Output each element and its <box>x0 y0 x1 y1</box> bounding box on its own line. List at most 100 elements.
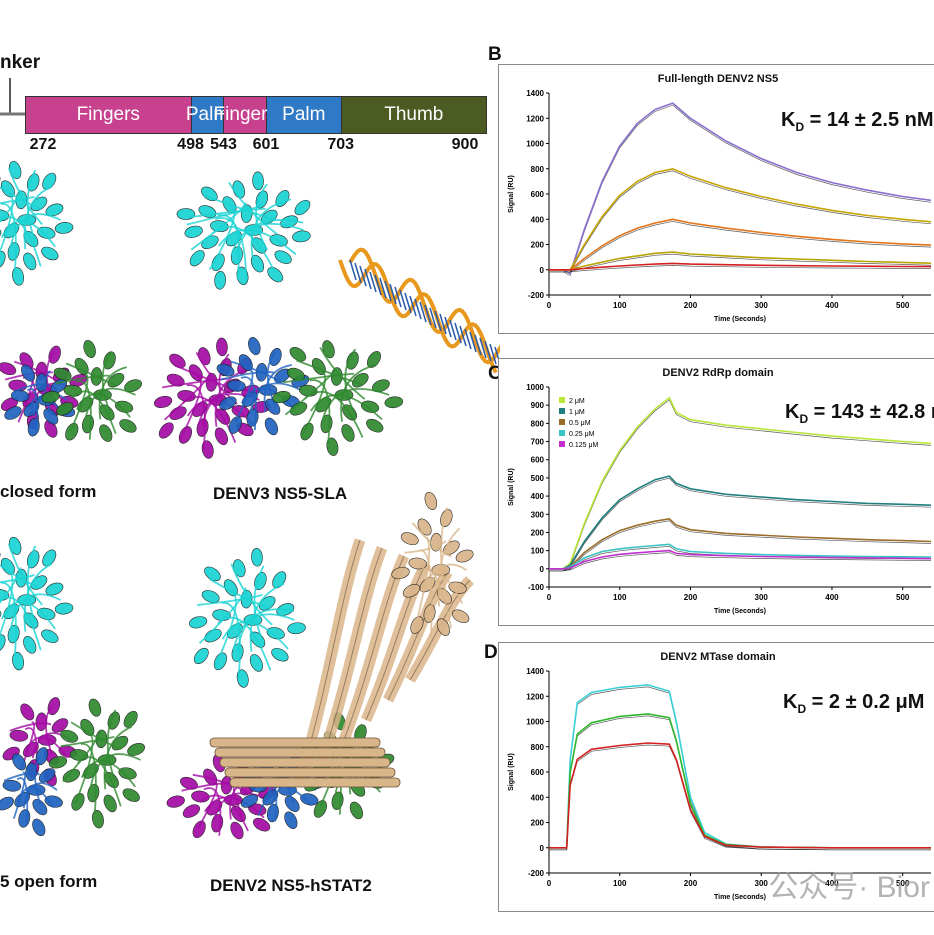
x-tick-label: 400 <box>825 879 839 888</box>
mtase-domain <box>0 536 74 671</box>
kd-label-d: KD = 2 ± 0.2 μM <box>783 691 925 716</box>
sla-rna <box>338 247 500 374</box>
loop-strand <box>98 366 128 420</box>
helix-coil <box>20 703 35 721</box>
thumb-domain <box>272 340 404 456</box>
helix-coil <box>313 800 327 818</box>
helix-coil <box>0 362 17 376</box>
series-line-0 <box>549 396 932 570</box>
x-tick-label: 300 <box>755 593 769 602</box>
helix-coil <box>189 250 205 267</box>
stat2-coiled-coil <box>209 737 381 748</box>
loop-strand <box>309 394 383 421</box>
residue-number: 272 <box>29 136 57 153</box>
helix-coil <box>32 799 48 816</box>
domain-segment-fingers-2: Fingers <box>214 97 277 133</box>
helix-coil <box>331 791 344 810</box>
helix-coil <box>320 414 333 434</box>
y-tick-label: 0 <box>540 565 545 574</box>
y-tick-label: -200 <box>528 291 545 300</box>
y-tick-label: 600 <box>531 768 545 777</box>
legend-swatch <box>559 430 565 436</box>
helix-coil <box>201 440 214 459</box>
loop-strand <box>416 567 453 629</box>
helix-coil <box>0 180 15 198</box>
helix-coil <box>32 818 46 837</box>
helix-coil <box>0 634 6 652</box>
series-line-3 <box>549 251 932 271</box>
helix-coil <box>210 220 229 233</box>
y-tick-label: 400 <box>531 492 545 501</box>
y-tick-label: 0 <box>540 266 545 275</box>
rna-base <box>389 283 397 305</box>
fit-line <box>549 520 932 572</box>
thumb-domain <box>48 698 146 829</box>
x-tick-label: 500 <box>896 301 910 310</box>
helix-coil <box>192 820 206 839</box>
helix-coil <box>266 803 279 823</box>
helix-coil <box>71 793 85 811</box>
loop-strand <box>230 563 273 626</box>
mtase-domain <box>176 171 311 290</box>
helix-coil <box>346 351 359 370</box>
rna-base <box>474 334 482 356</box>
loop-strand <box>13 383 51 393</box>
helix-coil <box>7 624 20 644</box>
legend-swatch <box>559 419 565 425</box>
helix-coil <box>107 711 121 730</box>
helix-coil <box>12 267 25 286</box>
palm-domain <box>216 337 310 436</box>
loop-strand <box>0 581 17 659</box>
helix-coil <box>176 208 196 220</box>
y-tick-label: 1000 <box>526 718 544 727</box>
residue-number: 498 <box>177 136 204 153</box>
y-tick-label: 1200 <box>526 692 544 701</box>
helix-coil <box>60 729 79 743</box>
loop-strand <box>45 706 53 755</box>
spr-chart-c: 0 100 200 300 400 500-10001002003004005006007… <box>508 383 932 615</box>
rna-base <box>424 304 432 326</box>
y-tick-label: 900 <box>531 401 545 410</box>
x-tick-label: 100 <box>613 879 627 888</box>
helix-coil <box>35 747 49 766</box>
y-tick-label: 1000 <box>526 140 544 149</box>
helix-coil <box>45 203 64 217</box>
residue-number: 543 <box>210 136 237 153</box>
rna-base <box>449 319 457 341</box>
x-tick-label: 400 <box>825 301 839 310</box>
helix-coil <box>41 629 59 644</box>
stat2-helix-edge <box>321 547 383 761</box>
helix-coil <box>193 647 209 665</box>
helix-coil <box>264 417 279 436</box>
x-tick-label: 300 <box>755 879 769 888</box>
helix-coil <box>47 697 61 716</box>
rna-base <box>459 325 467 347</box>
fit-line <box>549 170 932 273</box>
y-tick-label: 800 <box>531 419 545 428</box>
helix-coil <box>371 379 390 393</box>
domain-segment-thumb-4: Thumb <box>341 97 486 133</box>
rna-base <box>394 286 402 308</box>
loop-strand <box>282 372 355 384</box>
rna-base <box>494 346 500 367</box>
helix-coil <box>455 549 474 563</box>
helix-coil <box>158 422 174 439</box>
helix-coil <box>54 602 74 615</box>
helix-coil <box>45 582 64 596</box>
residue-number: 900 <box>451 136 479 153</box>
fit-line <box>549 715 931 851</box>
loop-strand <box>74 732 94 804</box>
x-tick-label: 500 <box>896 593 910 602</box>
kd-label-b: KD = 14 ± 2.5 nM <box>781 109 934 134</box>
helix-coil <box>37 607 56 620</box>
helix-coil <box>274 250 292 264</box>
helix-coil <box>23 636 37 654</box>
loop-strand <box>235 219 304 257</box>
helix-coil <box>284 811 298 830</box>
loop-strand <box>3 772 40 782</box>
rna-base <box>384 280 392 302</box>
rna-base <box>439 313 447 335</box>
helix-coil <box>0 609 2 624</box>
helix-coil <box>35 373 48 392</box>
helix-coil <box>249 654 263 672</box>
